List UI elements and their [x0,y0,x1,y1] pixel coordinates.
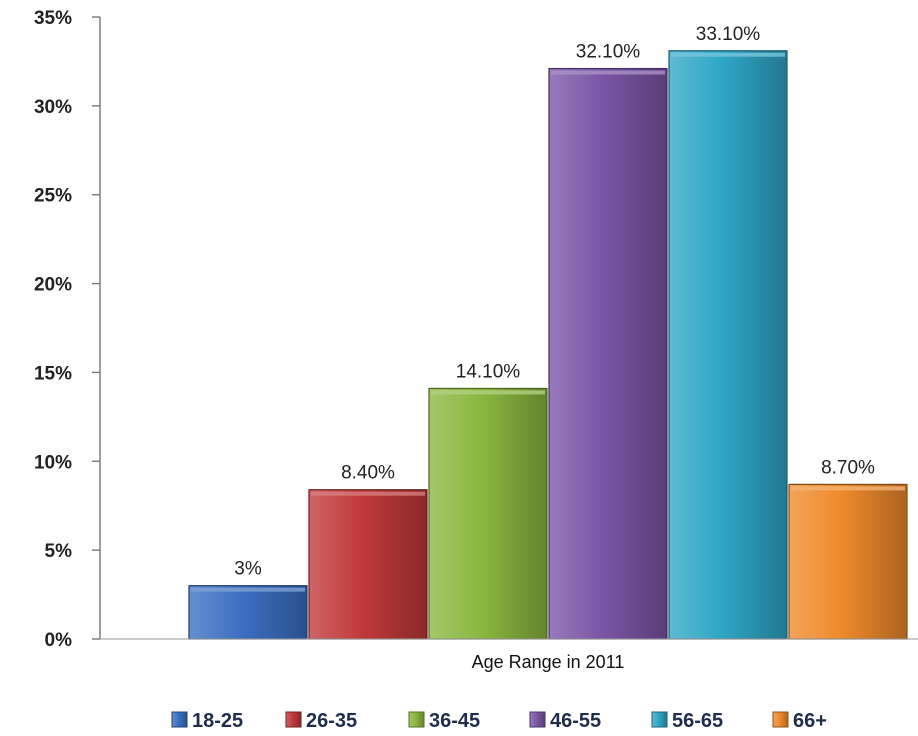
y-tick-label: 0% [45,630,73,651]
y-axis-ticks: 0% 5% 10% 15% 20% 25% 30% 35% [34,8,100,651]
bar-top-highlight [431,390,545,395]
legend-item-26-35: 26-35 [285,710,357,732]
bar-rect [188,585,308,640]
y-tick-label: 30% [34,97,72,118]
bar-top-highlight [791,486,905,491]
bar-top-highlight [311,491,425,496]
y-tick-label: 10% [34,452,72,473]
legend-item-36-45: 36-45 [408,710,480,732]
bar-rect [788,483,908,640]
legend-label: 46-55 [550,710,601,732]
bar-rect [308,489,428,640]
bar-top-highlight [191,587,305,592]
legend-label: 56-65 [672,710,723,732]
legend-swatch [408,711,425,728]
y-tick-label: 35% [34,8,72,29]
legend-label: 26-35 [306,710,357,732]
bar-rect [428,387,548,640]
y-tick-label: 20% [34,275,72,296]
legend-label: 18-25 [192,710,243,732]
x-axis-title: Age Range in 2011 [472,652,625,672]
bar-top-highlight [671,52,785,57]
legend-label: 66+ [793,710,827,732]
legend-swatch [171,711,188,728]
data-label: 8.40% [341,463,395,484]
legend-swatch [772,711,789,728]
y-tick-label: 25% [34,186,72,207]
bar-26-35 [308,489,428,640]
legend-item-46-55: 46-55 [529,710,601,732]
legend-item-18-25: 18-25 [171,710,243,732]
bar-top-highlight [551,70,665,75]
y-tick-label: 5% [45,541,73,562]
legend-swatch [651,711,668,728]
legend-item-56-65: 56-65 [651,710,723,732]
legend: 18-25 26-35 36-45 46-55 56-65 66+ [171,710,827,732]
data-label: 8.70% [821,457,875,478]
y-tick-label: 15% [34,363,72,384]
bar-46-55 [548,67,668,640]
bar-36-45 [428,387,548,640]
bar-rect [668,50,788,640]
bar-18-25 [188,585,308,640]
legend-label: 36-45 [429,710,480,732]
bar-66+ [788,483,908,640]
data-label: 33.10% [696,24,761,45]
legend-swatch [285,711,302,728]
data-label: 3% [234,559,262,580]
legend-swatch [529,711,546,728]
data-label: 14.10% [456,361,521,382]
data-labels: 3% 8.40% 14.10% 32.10% 33.10% 8.70% [234,24,875,580]
data-label: 32.10% [576,42,641,63]
legend-item-66+: 66+ [772,710,827,732]
bars [188,50,908,640]
bar-56-65 [668,50,788,640]
bar-rect [548,67,668,640]
